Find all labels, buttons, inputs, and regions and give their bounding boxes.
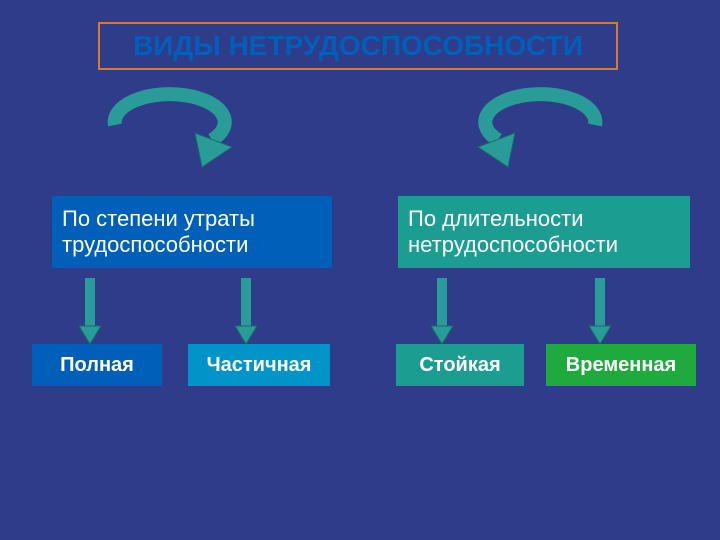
category-box-1: По длительности нетрудоспособности — [398, 196, 690, 268]
curved-arrow-1 — [470, 85, 610, 185]
down-arrow-0 — [75, 278, 105, 348]
leaf-box-2: Стойкая — [396, 344, 524, 386]
leaf-box-0: Полная — [32, 344, 162, 386]
down-arrow-1 — [231, 278, 261, 348]
curved-arrow-0 — [100, 85, 240, 185]
leaf-box-1: Частичная — [188, 344, 330, 386]
diagram-title: ВИДЫ НЕТРУДОСПОСОБНОСТИ — [98, 22, 618, 70]
down-arrow-2 — [427, 278, 457, 348]
category-box-0: По степени утраты трудоспособности — [52, 196, 332, 268]
down-arrow-3 — [585, 278, 615, 348]
leaf-box-3: Временная — [546, 344, 696, 386]
